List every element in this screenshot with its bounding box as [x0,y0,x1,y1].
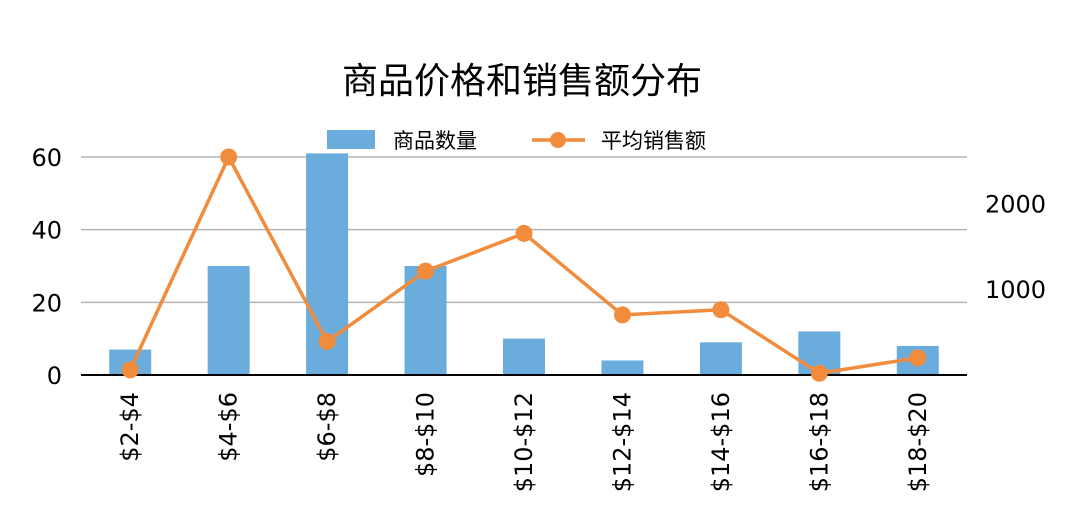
left-y-axis-ticks: 0 20 40 60 [31,144,62,390]
x-tick-label: $6-$8 [313,392,341,462]
left-tick-label: 40 [31,217,62,245]
bar-$10-$12 [503,338,545,375]
line-series [121,148,927,382]
x-tick-label: $14-$16 [707,392,735,492]
bar-$14-$16 [699,342,742,375]
x-tick-label: $8-$10 [412,392,440,477]
line-point-$18-$20 [909,349,927,367]
x-tick-label: $2-$4 [116,392,144,462]
right-y-axis-ticks: 1000 2000 [985,190,1046,304]
x-tick-label: $12-$14 [608,392,636,492]
chart-title: 商品价格和销售额分布 [342,61,702,102]
bar-$8-$10 [404,266,447,375]
x-tick-label: $10-$12 [510,392,538,492]
line-point-$2-$4 [121,361,139,379]
left-tick-label: 20 [31,289,62,317]
left-tick-label: 60 [31,144,62,172]
line-point-$6-$8 [318,333,336,351]
line-point-$10-$12 [515,224,533,242]
legend: 商品数量 平均销售额 [327,129,706,153]
line-point-$8-$10 [417,262,435,280]
bar-series [109,153,939,375]
legend-label-line: 平均销售额 [601,129,706,153]
x-tick-label: $4-$6 [215,392,243,462]
line-point-$16-$18 [810,364,828,382]
legend-label-bar: 商品数量 [393,129,477,153]
line-point-$4-$6 [220,148,238,166]
x-tick-label: $16-$18 [805,392,833,492]
legend-swatch-bar [327,130,375,149]
line-point-$14-$16 [712,301,730,319]
bar-$4-$6 [207,266,250,375]
x-axis-ticks: $2-$4 $4-$6 $6-$8 $8-$10 $10-$12 $12-$14 $14-$… [116,392,932,492]
x-tick-label: $18-$20 [904,392,932,492]
left-tick-label: 0 [47,362,62,390]
bar-$12-$14 [601,360,644,375]
legend-swatch-marker [550,132,566,148]
line-point-$12-$14 [613,306,631,324]
right-tick-label: 1000 [985,276,1046,304]
right-tick-label: 2000 [985,190,1046,218]
